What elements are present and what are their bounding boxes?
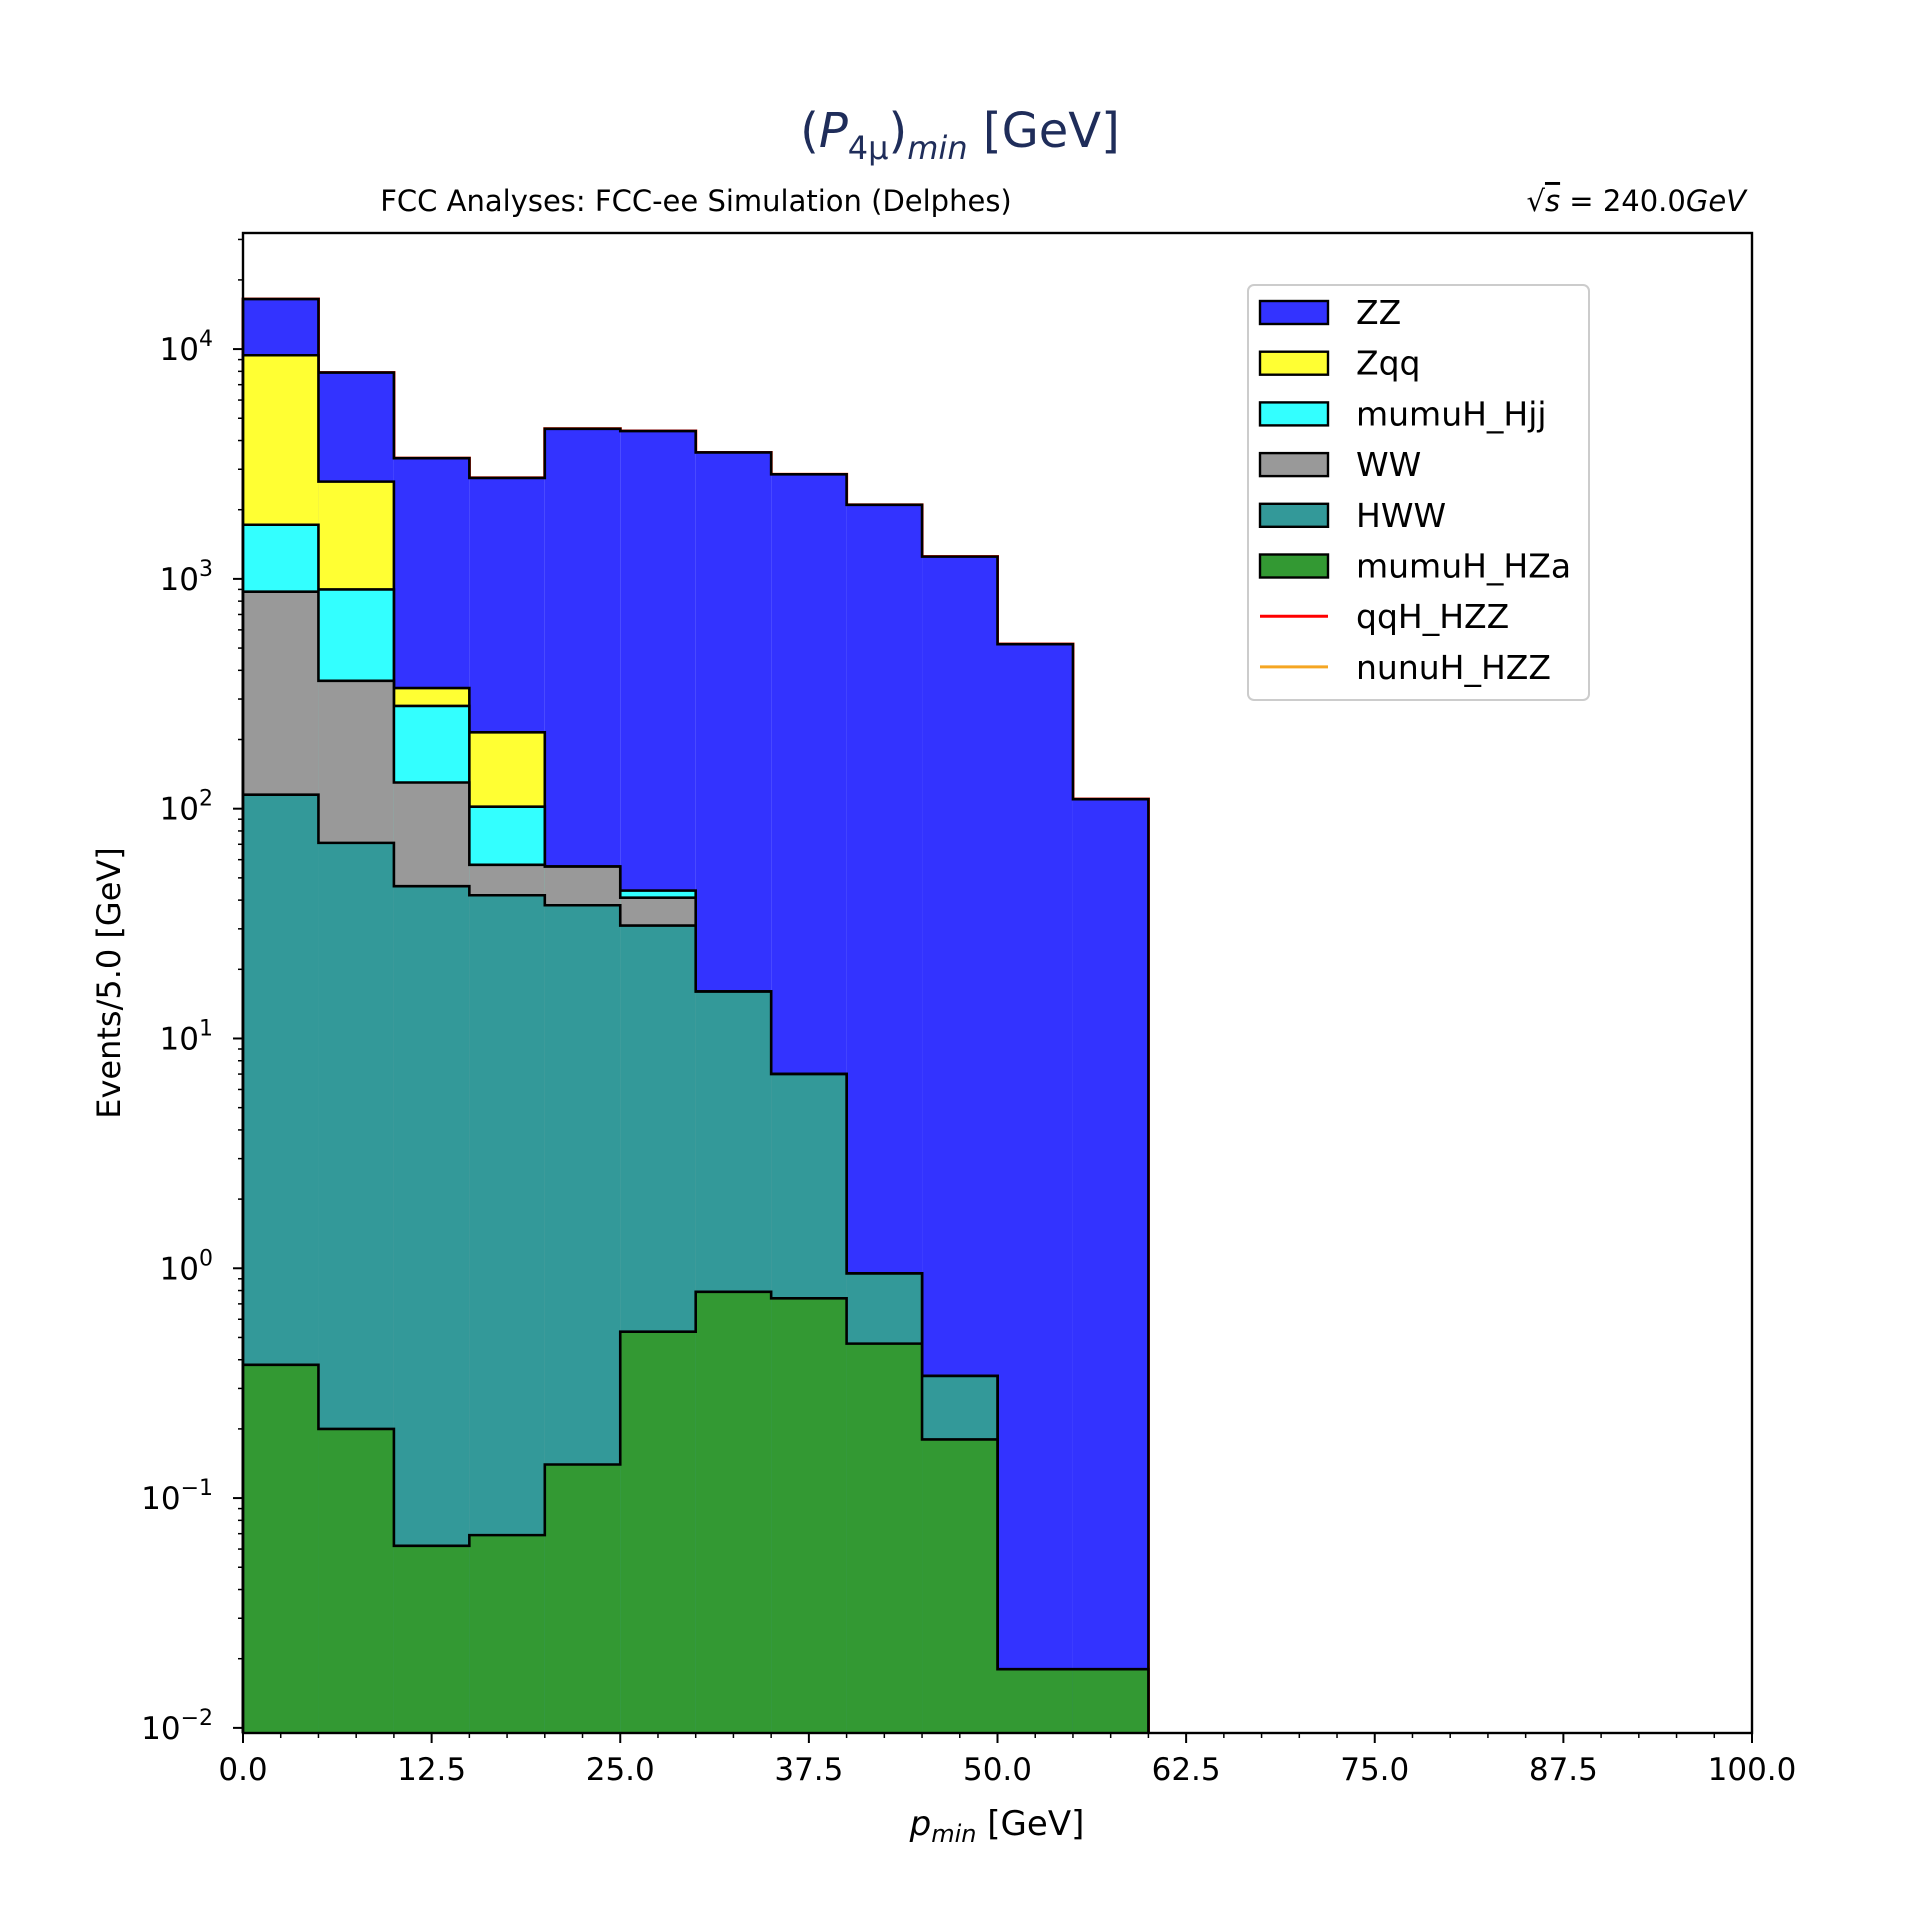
y-tick-label: 103: [160, 557, 213, 598]
x-tick-label: 87.5: [1529, 1752, 1598, 1788]
legend: ZZ Zqq mumuH_Hjj WW HWW mumuH_HZa qqH_HZZ nunuH…: [1247, 284, 1590, 701]
legend-swatch-zz: [1258, 299, 1330, 326]
outline-zz: [241, 297, 1150, 1733]
x-tick-label: 37.5: [774, 1752, 843, 1788]
y-tick-label: 104: [160, 327, 213, 368]
legend-swatch-ww: [1258, 451, 1330, 478]
legend-swatch-hww: [1258, 502, 1330, 528]
bar-mumuh-hza-2: [393, 1545, 470, 1733]
legend-swatch-mumuh-hza: [1258, 553, 1330, 579]
x-axis-label: pmin [GeV]: [909, 1804, 1085, 1848]
x-label-unit: [GeV]: [976, 1804, 1084, 1844]
histogram-bars: [241, 297, 1150, 1734]
title-main: P: [819, 103, 848, 159]
title-close: ): [889, 103, 908, 159]
y-axis-ticks: 10−2 10−1 100 101 102 103 104: [141, 238, 243, 1747]
legend-label-qqh-hzz: qqH_HZZ: [1356, 597, 1509, 636]
x-tick-label: 12.5: [397, 1752, 466, 1788]
subtitle-s: s: [1545, 184, 1560, 218]
x-axis-ticks: 0.0 12.5 25.0 37.5 50.0 62.5 75.0 87.5 100.0: [218, 1733, 1796, 1788]
y-tick-label: 102: [160, 787, 213, 828]
bar-mumuh-hza-8: [846, 1343, 923, 1733]
x-tick-label: 62.5: [1152, 1752, 1221, 1788]
bar-zz-11: [1072, 799, 1149, 1733]
bar-mumuh-hza-1: [318, 1428, 394, 1733]
chart-title: (P4μ)min [GeV]: [800, 103, 1120, 167]
x-tick-label: 25.0: [586, 1752, 655, 1788]
x-tick-label: 50.0: [963, 1752, 1032, 1788]
bar-mumuh-hza-5: [620, 1331, 696, 1733]
title-sub: 4μ: [848, 129, 889, 167]
legend-box: [1247, 284, 1590, 701]
legend-label-ww: WW: [1356, 445, 1421, 484]
bar-mumuh-hza-10: [997, 1669, 1073, 1733]
subtitle-right: √s = 240.0GeV: [1526, 184, 1748, 218]
subtitle-left: FCC Analyses: FCC-ee Simulation (Delphes…: [380, 184, 1012, 218]
bar-mumuh-hza-9: [922, 1439, 998, 1733]
legend-label-mumuh-hjj: mumuH_Hjj: [1356, 394, 1547, 433]
legend-label-hww: HWW: [1356, 496, 1446, 535]
legend-swatch-mumuh-hjj: [1258, 401, 1330, 427]
x-label-sub: min: [931, 1820, 976, 1848]
x-tick-label: 75.0: [1340, 1752, 1409, 1788]
bar-mumuh-hza-4: [544, 1464, 621, 1733]
title-unit: [GeV]: [968, 103, 1120, 159]
subtitle-sqrt: √: [1526, 184, 1545, 218]
bar-mumuh-hza-6: [695, 1291, 772, 1733]
bar-mumuh-hza-11: [1072, 1669, 1149, 1733]
legend-label-zz: ZZ: [1356, 293, 1401, 332]
x-tick-label: 100.0: [1708, 1752, 1797, 1788]
bar-zz-10: [997, 644, 1073, 1733]
subtitle-unit: GeV: [1686, 184, 1748, 218]
title-open: (: [800, 103, 819, 159]
legend-label-mumuh-hza: mumuH_HZa: [1356, 547, 1571, 586]
legend-swatch-zqq: [1258, 350, 1330, 376]
subtitle-eq: = 240.0: [1560, 184, 1686, 218]
bar-mumuh-hza-0: [243, 1364, 319, 1733]
y-tick-label: 100: [160, 1246, 213, 1287]
legend-label-nunuh-hzz: nunuH_HZZ: [1356, 648, 1551, 687]
title-sub2: min: [907, 129, 967, 167]
bar-mumuh-hza-7: [771, 1298, 847, 1733]
bar-mumuh-hza-3: [469, 1535, 545, 1733]
outline-mumuh-hza: [241, 1290, 1150, 1733]
x-tick-label: 0.0: [218, 1752, 267, 1788]
y-tick-label: 10−2: [141, 1706, 213, 1747]
outline-hww: [241, 793, 999, 1733]
x-label-main: p: [909, 1804, 932, 1844]
series-mumuh-hza: [241, 1290, 1150, 1733]
y-tick-label: 101: [160, 1016, 213, 1057]
legend-label-zqq: Zqq: [1356, 344, 1421, 383]
y-axis-label: Events/5.0 [GeV]: [90, 847, 128, 1119]
y-tick-label: 10−1: [141, 1476, 213, 1517]
